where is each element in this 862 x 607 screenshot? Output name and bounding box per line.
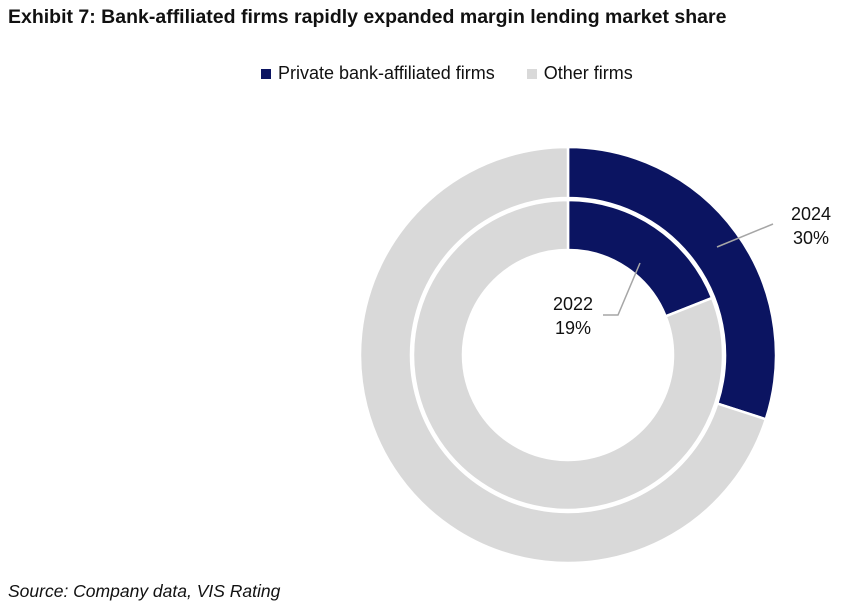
ring-label-value-2024: 30%	[793, 228, 829, 248]
legend-label-bank: Private bank-affiliated firms	[278, 63, 495, 83]
ring-label-value-2022: 19%	[555, 318, 591, 338]
leader-line-2024	[716, 223, 774, 248]
donut-slice-2022-other	[411, 198, 725, 512]
legend-item-other: Other firms	[526, 63, 633, 84]
chart-title: Exhibit 7: Bank-affiliated firms rapidly…	[8, 6, 727, 28]
donut-slice-2024-other	[358, 145, 768, 565]
source-note: Source: Company data, VIS Rating	[8, 581, 281, 601]
legend: Private bank-affiliated firms Other firm…	[261, 63, 665, 84]
leader-line-2022	[603, 262, 641, 316]
legend-item-bank: Private bank-affiliated firms	[261, 63, 495, 84]
ring-label-year-2024: 2024	[791, 204, 831, 224]
donut-arcs	[358, 145, 778, 565]
legend-swatch-bank	[261, 68, 271, 79]
legend-label-other: Other firms	[543, 63, 633, 83]
ring-label-year-2022: 2022	[553, 294, 593, 314]
legend-swatch-other	[526, 68, 537, 79]
